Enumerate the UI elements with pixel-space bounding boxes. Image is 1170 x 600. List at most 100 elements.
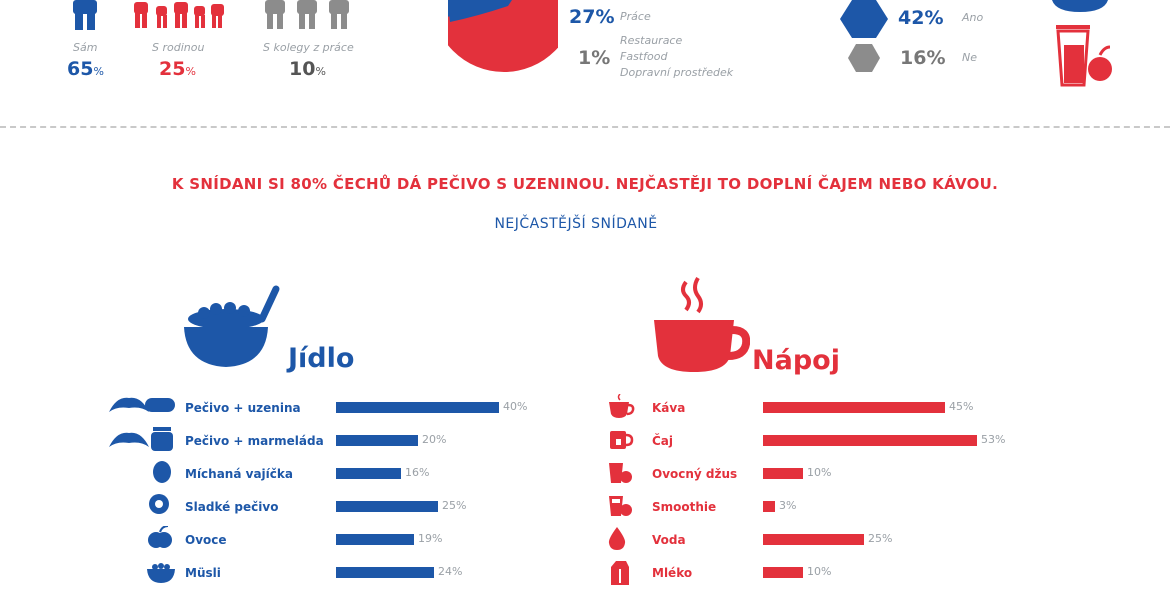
food-bar	[336, 468, 401, 479]
family-unit: %	[185, 65, 196, 78]
food-title: Jídlo	[288, 343, 355, 374]
pie-work-wedge	[448, 0, 512, 22]
food-percent: 16%	[405, 466, 430, 479]
cereal-bowl-header-icon	[184, 285, 280, 367]
drink-title: Nápoj	[752, 345, 840, 376]
food-bar	[336, 501, 438, 512]
drink-bar	[763, 567, 803, 578]
drink-bar	[763, 435, 977, 446]
company-colleagues-value: 10%	[289, 58, 326, 80]
answer-yes-value: 42%	[898, 7, 944, 29]
food-row: Ovoce 19%	[0, 525, 1170, 552]
food-bar	[336, 435, 418, 446]
person-alone-icon	[73, 0, 97, 30]
drink-percent: 53%	[981, 433, 1006, 446]
drink-label: Káva	[652, 401, 686, 415]
drink-label: Čaj	[652, 434, 674, 448]
drink-label: Mléko	[652, 566, 693, 580]
drink-row: Mléko 10%	[0, 561, 1170, 585]
drink-bar	[763, 534, 864, 545]
colleagues-icon	[265, 0, 349, 29]
drink-label: Ovocný džus	[652, 467, 738, 481]
place-work-value: 27%	[569, 6, 615, 28]
drink-row: Ovocný džus 10%	[0, 463, 1170, 486]
answer-no-value: 16%	[900, 47, 946, 69]
place-restaurant-label: Restaurace	[620, 34, 683, 47]
food-bar	[336, 534, 414, 545]
croissant-sausage-icon	[107, 394, 177, 420]
answer-no-label: Ne	[962, 51, 977, 64]
company-family-value: 25%	[159, 58, 196, 80]
juice-apple-icon	[1056, 25, 1112, 87]
company-alone-value: 65%	[67, 58, 104, 80]
food-label: Sladké pečivo	[185, 500, 279, 514]
food-bar	[336, 402, 499, 413]
food-percent: 25%	[442, 499, 467, 512]
place-other-labels: Restaurace Fastfood Dopravní prostředek	[620, 33, 733, 81]
egg-icon	[152, 460, 172, 488]
plate-icon	[1052, 0, 1108, 12]
coffee-cup-header-icon	[654, 276, 750, 372]
pie-work-wedge-svg	[448, 0, 512, 22]
alone-number: 65	[67, 58, 94, 80]
drink-row: Voda 25%	[0, 527, 1170, 552]
food-percent: 19%	[418, 532, 443, 545]
food-percent: 20%	[422, 433, 447, 446]
food-percent: 40%	[503, 400, 528, 413]
answer-yes-label: Ano	[962, 11, 984, 24]
drink-label: Voda	[652, 533, 686, 547]
apple-icon	[148, 525, 174, 554]
place-transport-label: Dopravní prostředek	[620, 66, 734, 79]
juice-glass-icon	[608, 460, 633, 489]
coffee-cup-icon	[608, 393, 636, 423]
company-family-label: S rodinou	[152, 41, 205, 54]
place-other-value: 1%	[578, 47, 611, 69]
company-alone-label: Sám	[73, 41, 98, 54]
food-label: Míchaná vajíčka	[185, 467, 293, 481]
milk-carton-icon	[608, 559, 632, 590]
food-row: Müsli 24%	[0, 563, 1170, 585]
drink-percent: 10%	[807, 565, 832, 578]
food-label: Ovoce	[185, 533, 227, 547]
family-number: 25	[159, 58, 186, 80]
drink-row: Smoothie 3%	[0, 496, 1170, 519]
drink-percent: 10%	[807, 466, 832, 479]
drink-percent: 45%	[949, 400, 974, 413]
colleagues-number: 10	[289, 58, 316, 80]
subheadline: NEJČASTĚJŠÍ SNÍDANĚ	[494, 216, 658, 232]
section-divider	[0, 126, 1170, 128]
donut-icon	[148, 493, 170, 519]
drink-percent: 3%	[779, 499, 797, 512]
croissant-jar-icon	[107, 427, 177, 457]
hexagon-yes-icon	[840, 0, 888, 38]
food-row: Sladké pečivo 25%	[0, 494, 1170, 519]
food-label: Müsli	[185, 566, 221, 580]
place-fastfood-label: Fastfood	[620, 50, 668, 63]
drink-label: Smoothie	[652, 500, 717, 514]
water-drop-icon	[608, 526, 626, 555]
drink-bar	[763, 468, 803, 479]
place-work-label: Práce	[620, 10, 651, 23]
alone-unit: %	[93, 65, 104, 78]
drink-row: Káva 45%	[0, 393, 1170, 420]
hexagon-no-icon	[848, 44, 880, 72]
food-label: Pečivo + uzenina	[185, 401, 301, 415]
food-row: Míchaná vajíčka 16%	[0, 461, 1170, 486]
drink-row: Čaj 53%	[0, 431, 1170, 453]
pie-slice-other	[448, 0, 558, 72]
tea-mug-icon	[608, 427, 634, 455]
company-colleagues-label: S kolegy z práce	[263, 41, 354, 54]
colleagues-unit: %	[315, 65, 326, 78]
family-icon	[134, 2, 224, 28]
cereal-bowl-icon	[146, 559, 176, 588]
smoothie-glass-icon	[608, 493, 633, 522]
drink-percent: 25%	[868, 532, 893, 545]
food-row: Pečivo + marmeláda 20%	[0, 427, 1170, 453]
food-label: Pečivo + marmeláda	[185, 434, 324, 448]
drink-bar	[763, 501, 775, 512]
food-percent: 24%	[438, 565, 463, 578]
headline: K SNÍDANI SI 80% ČECHŮ DÁ PEČIVO S UZENI…	[171, 175, 999, 193]
food-bar	[336, 567, 434, 578]
drink-bar	[763, 402, 945, 413]
food-row: Pečivo + uzenina 40%	[0, 397, 1170, 420]
